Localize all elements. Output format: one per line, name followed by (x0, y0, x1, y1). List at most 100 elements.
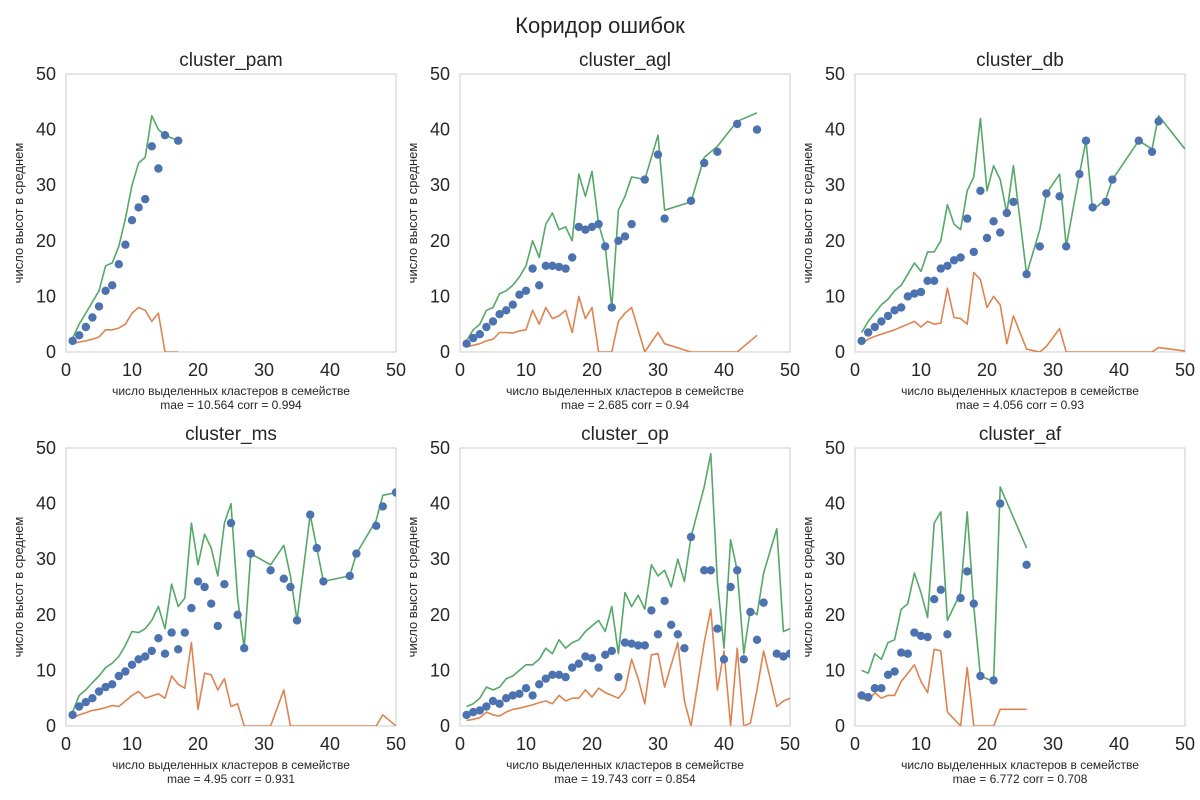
observed-point (469, 707, 478, 717)
x-tick-label: 10 (516, 360, 536, 380)
observed-point (160, 131, 170, 140)
observed-point (167, 628, 176, 637)
observed-point (101, 682, 110, 692)
observed-point (752, 125, 762, 134)
x-tick-label: 0 (455, 360, 465, 380)
observed-point (147, 646, 156, 656)
lower-bound-line (861, 648, 1027, 726)
observed-point (870, 322, 879, 332)
y-tick-label: 10 (36, 286, 56, 306)
observed-point (1154, 117, 1163, 126)
observed-point (68, 710, 77, 720)
y-tick-label: 20 (825, 605, 845, 625)
y-tick-label: 50 (36, 64, 56, 84)
observed-point (949, 256, 959, 265)
observed-point (989, 217, 998, 226)
observed-point (726, 582, 735, 592)
y-tick-label: 30 (36, 549, 56, 569)
observed-point (515, 290, 524, 299)
observed-point (640, 175, 649, 184)
observed-point (620, 638, 630, 647)
upper-bound-line (71, 491, 396, 713)
observed-point (94, 687, 104, 696)
observed-point (581, 652, 590, 661)
observed-point (903, 292, 912, 301)
observed-point (989, 676, 998, 685)
x-axis-label: число выделенных кластеров в семействе (112, 758, 350, 772)
y-tick-label: 30 (430, 175, 450, 195)
x-tick-label: 50 (1175, 734, 1195, 754)
upper-bound-line (71, 114, 179, 339)
upper-bound-line (465, 112, 758, 342)
lower-bound-line (72, 306, 179, 352)
x-tick-label: 50 (386, 734, 406, 754)
y-tick-label: 40 (36, 120, 56, 140)
observed-point (936, 585, 945, 594)
lower-bound-line (861, 271, 1185, 352)
observed-point (963, 567, 972, 576)
observed-point (996, 228, 1005, 237)
observed-point (607, 646, 616, 656)
y-axis-label: число высот в среднем (800, 143, 815, 284)
observed-point (81, 697, 91, 707)
data-layer (462, 452, 790, 726)
observed-point (127, 660, 137, 669)
observed-point (574, 659, 583, 668)
lower-bound-line (72, 641, 396, 726)
observed-point (352, 549, 361, 558)
subplot-cluster_af: cluster_af 0 10 20 30 40 50 0 10 20 30 40 50 число вы… (800, 424, 1195, 786)
plot-area (65, 447, 397, 727)
observed-point (515, 689, 524, 698)
observed-point (174, 645, 183, 654)
observed-point (528, 264, 537, 273)
observed-point (200, 582, 209, 592)
x-tick-label: 30 (648, 360, 668, 380)
observed-point (521, 684, 531, 693)
observed-point (660, 214, 669, 223)
observed-point (462, 339, 471, 348)
observed-point (495, 699, 504, 708)
y-tick-label: 20 (825, 231, 845, 251)
observed-point (653, 630, 663, 639)
observed-point (890, 306, 899, 315)
y-tick-label: 10 (36, 660, 56, 680)
y-tick-label: 40 (825, 120, 845, 140)
observed-point (614, 672, 623, 682)
x-axis-label: число выделенных кластеров в семействе (901, 758, 1139, 772)
observed-point (976, 186, 985, 195)
y-tick-label: 20 (430, 231, 450, 251)
data-layer (462, 112, 762, 352)
observed-point (121, 667, 130, 676)
y-tick-label: 0 (835, 716, 845, 736)
observed-point (488, 696, 498, 706)
x-tick-label: 40 (320, 734, 340, 754)
y-tick-label: 30 (430, 549, 450, 569)
observed-point (127, 216, 137, 225)
observed-point (1075, 169, 1084, 179)
y-axis-label: число высот в среднем (11, 517, 26, 658)
upper-bound-line (861, 486, 1028, 683)
observed-point (482, 322, 491, 332)
observed-point (660, 596, 669, 606)
observed-point (233, 610, 242, 619)
x-tick-label: 30 (648, 734, 668, 754)
observed-point (101, 286, 110, 295)
lower-bound-line (466, 295, 758, 352)
y-tick-label: 0 (835, 342, 845, 362)
y-tick-label: 40 (430, 494, 450, 514)
observed-point (541, 261, 550, 270)
x-axis-label: число выделенных кластеров в семействе (112, 384, 350, 398)
observed-point (292, 616, 302, 625)
observed-point (785, 649, 790, 658)
observed-point (469, 333, 478, 343)
subplot-cluster_op: cluster_op 0 10 20 30 40 50 0 10 20 30 40 50 число вы… (405, 424, 800, 786)
observed-point (857, 336, 866, 346)
y-tick-label: 0 (46, 716, 56, 736)
observed-point (378, 502, 387, 511)
observed-point (141, 652, 150, 661)
observed-point (864, 328, 873, 337)
observed-point (686, 532, 696, 542)
observed-point (607, 303, 616, 312)
observed-point (141, 194, 150, 204)
observed-point (548, 261, 557, 270)
